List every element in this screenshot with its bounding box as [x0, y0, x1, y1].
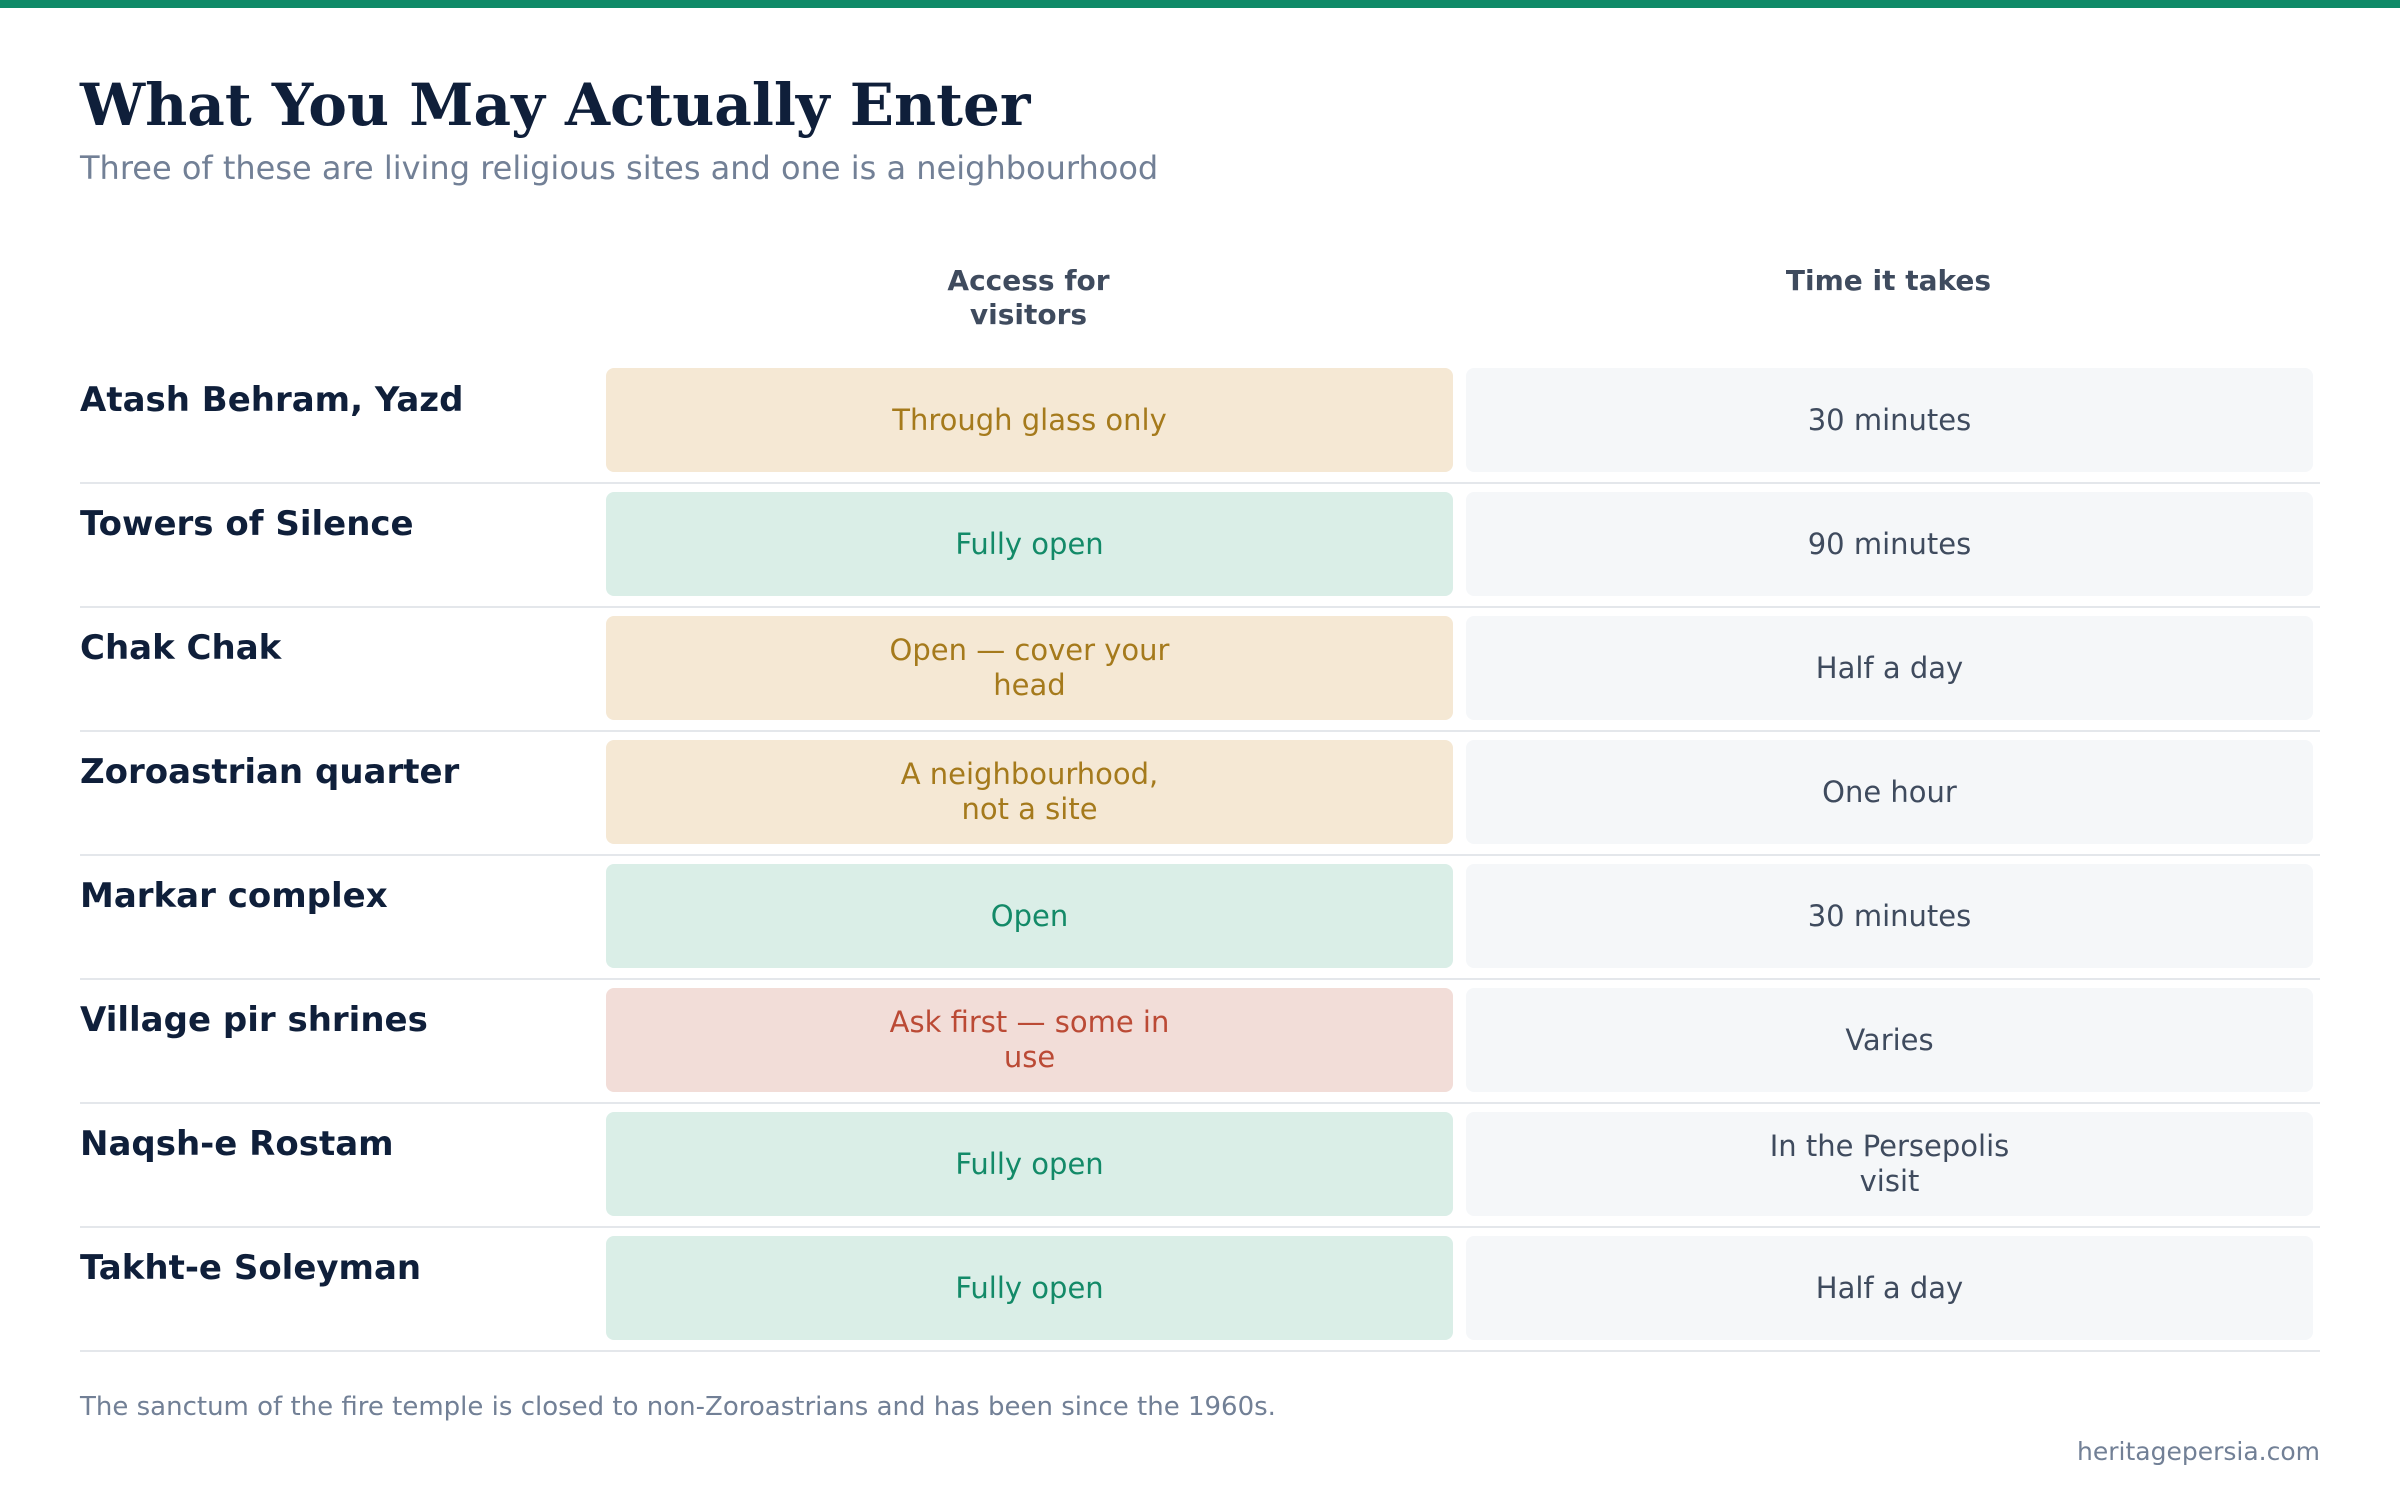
site-name: Chak Chak — [80, 628, 282, 668]
access-label: Open — [990, 898, 1069, 933]
time-label: Varies — [1845, 1022, 1934, 1057]
page: What You May Actually Enter Three of the… — [80, 0, 2320, 1492]
table-row: Naqsh-e Rostam Fully open In the Persepo… — [80, 1104, 2320, 1228]
time-cell: Half a day — [1466, 1236, 2313, 1340]
site-name: Zoroastrian quarter — [80, 752, 460, 792]
table-row: Zoroastrian quarter A neighbourhood, not… — [80, 732, 2320, 856]
time-cell: One hour — [1466, 740, 2313, 844]
site-name: Naqsh-e Rostam — [80, 1124, 394, 1164]
time-cell: 90 minutes — [1466, 492, 2313, 596]
access-label: Through glass only — [892, 402, 1167, 437]
time-label: One hour — [1822, 774, 1957, 809]
access-badge: A neighbourhood, not a site — [606, 740, 1453, 844]
time-label: Half a day — [1815, 650, 1964, 685]
accent-bar — [0, 0, 2400, 8]
page-title: What You May Actually Enter — [80, 71, 1031, 139]
table-row: Village pir shrines Ask first — some in … — [80, 980, 2320, 1104]
access-badge: Open — [606, 864, 1453, 968]
table-row: Markar complex Open 30 minutes — [80, 856, 2320, 980]
access-badge: Through glass only — [606, 368, 1453, 472]
sites-table: Atash Behram, Yazd Through glass only 30… — [80, 360, 2320, 1352]
access-badge: Fully open — [606, 492, 1453, 596]
table-row: Chak Chak Open — cover your head Half a … — [80, 608, 2320, 732]
time-label: 90 minutes — [1807, 526, 1972, 561]
table-row: Takht-e Soleyman Fully open Half a day — [80, 1228, 2320, 1352]
site-name: Village pir shrines — [80, 1000, 428, 1040]
time-label: In the Persepolis visit — [1769, 1129, 2010, 1198]
time-cell: Varies — [1466, 988, 2313, 1092]
column-header-time-label: Time it takes — [1785, 264, 1992, 297]
site-name: Atash Behram, Yazd — [80, 380, 464, 420]
time-cell: In the Persepolis visit — [1466, 1112, 2313, 1216]
access-badge: Ask first — some in use — [606, 988, 1453, 1092]
access-label: A neighbourhood, not a site — [900, 757, 1159, 826]
access-label: Fully open — [955, 1146, 1104, 1181]
column-header-time: Time it takes — [1466, 264, 2311, 298]
table-row: Towers of Silence Fully open 90 minutes — [80, 484, 2320, 608]
access-badge: Open — cover your head — [606, 616, 1453, 720]
access-badge: Fully open — [606, 1112, 1453, 1216]
site-name: Towers of Silence — [80, 504, 414, 544]
table-row: Atash Behram, Yazd Through glass only 30… — [80, 360, 2320, 484]
access-badge: Fully open — [606, 1236, 1453, 1340]
column-header-access: Access for visitors — [606, 264, 1451, 332]
time-label: 30 minutes — [1807, 898, 1972, 933]
access-label: Open — cover your head — [889, 633, 1170, 702]
time-cell: 30 minutes — [1466, 864, 2313, 968]
footnote: The sanctum of the fire temple is closed… — [80, 1392, 1276, 1422]
source-credit: heritagepersia.com — [2077, 1437, 2320, 1466]
page-subtitle: Three of these are living religious site… — [80, 149, 1159, 187]
access-label: Fully open — [955, 526, 1104, 561]
time-label: Half a day — [1815, 1270, 1964, 1305]
access-label: Fully open — [955, 1270, 1104, 1305]
site-name: Takht-e Soleyman — [80, 1248, 422, 1288]
column-header-access-label: Access for visitors — [947, 264, 1110, 331]
access-label: Ask first — some in use — [889, 1005, 1170, 1074]
time-cell: 30 minutes — [1466, 368, 2313, 472]
time-cell: Half a day — [1466, 616, 2313, 720]
time-label: 30 minutes — [1807, 402, 1972, 437]
site-name: Markar complex — [80, 876, 388, 916]
